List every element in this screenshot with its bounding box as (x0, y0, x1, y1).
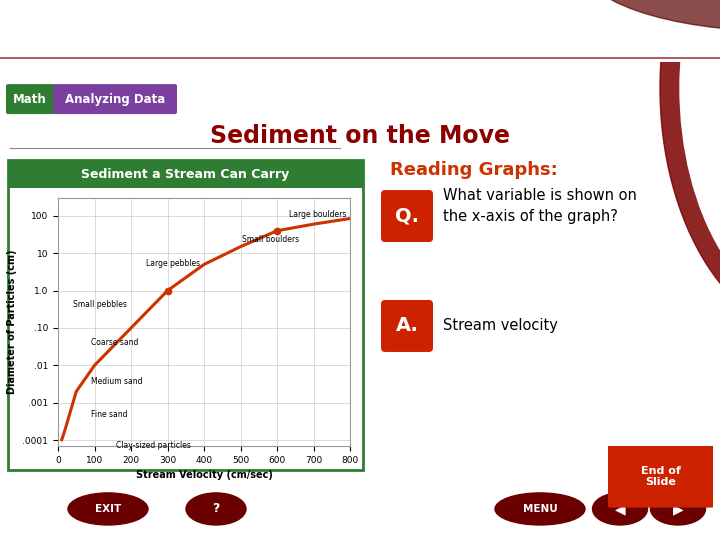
Text: ◀: ◀ (615, 502, 625, 516)
FancyBboxPatch shape (8, 160, 363, 470)
Text: Small boulders: Small boulders (242, 235, 299, 244)
X-axis label: Stream Velocity (cm/sec): Stream Velocity (cm/sec) (135, 470, 272, 480)
FancyBboxPatch shape (381, 190, 433, 242)
Ellipse shape (580, 0, 720, 31)
Text: Small pebbles: Small pebbles (73, 300, 127, 309)
Ellipse shape (660, 0, 720, 338)
Text: ▶: ▶ (672, 502, 683, 516)
FancyBboxPatch shape (6, 84, 55, 114)
Text: Sediment on the Move: Sediment on the Move (210, 124, 510, 148)
Text: MENU: MENU (523, 504, 557, 514)
Text: Reading Graphs:: Reading Graphs: (390, 161, 558, 179)
Text: A.: A. (395, 316, 418, 335)
Ellipse shape (68, 493, 148, 525)
Text: Stream velocity: Stream velocity (443, 319, 558, 334)
Ellipse shape (186, 493, 246, 525)
Text: Clay-sized particles: Clay-sized particles (117, 441, 192, 450)
Text: Math: Math (13, 92, 47, 106)
Y-axis label: Diameter of Particles (cm): Diameter of Particles (cm) (7, 249, 17, 394)
Text: Large pebbles: Large pebbles (146, 259, 200, 268)
Ellipse shape (593, 493, 647, 525)
Text: What variable is shown on: What variable is shown on (443, 187, 637, 202)
FancyBboxPatch shape (606, 446, 716, 508)
Text: Analyzing Data: Analyzing Data (65, 92, 165, 106)
Text: the x-axis of the graph?: the x-axis of the graph? (443, 208, 618, 224)
Text: Medium sand: Medium sand (91, 376, 143, 386)
Text: Q.: Q. (395, 206, 419, 226)
Text: End of
Slide: End of Slide (641, 465, 680, 487)
FancyBboxPatch shape (8, 160, 363, 188)
Text: Fine sand: Fine sand (91, 410, 127, 418)
FancyBboxPatch shape (53, 84, 177, 114)
Ellipse shape (650, 493, 706, 525)
Text: Large boulders: Large boulders (289, 210, 346, 219)
Ellipse shape (495, 493, 585, 525)
FancyBboxPatch shape (381, 300, 433, 352)
Text: Coarse sand: Coarse sand (91, 338, 138, 347)
Text: Chapter 3  Erosion and Deposition: Chapter 3 Erosion and Deposition (11, 20, 414, 40)
Text: Sediment a Stream Can Carry: Sediment a Stream Can Carry (81, 167, 289, 180)
Text: EXIT: EXIT (95, 504, 121, 514)
Ellipse shape (680, 0, 720, 318)
Text: ?: ? (212, 502, 220, 516)
